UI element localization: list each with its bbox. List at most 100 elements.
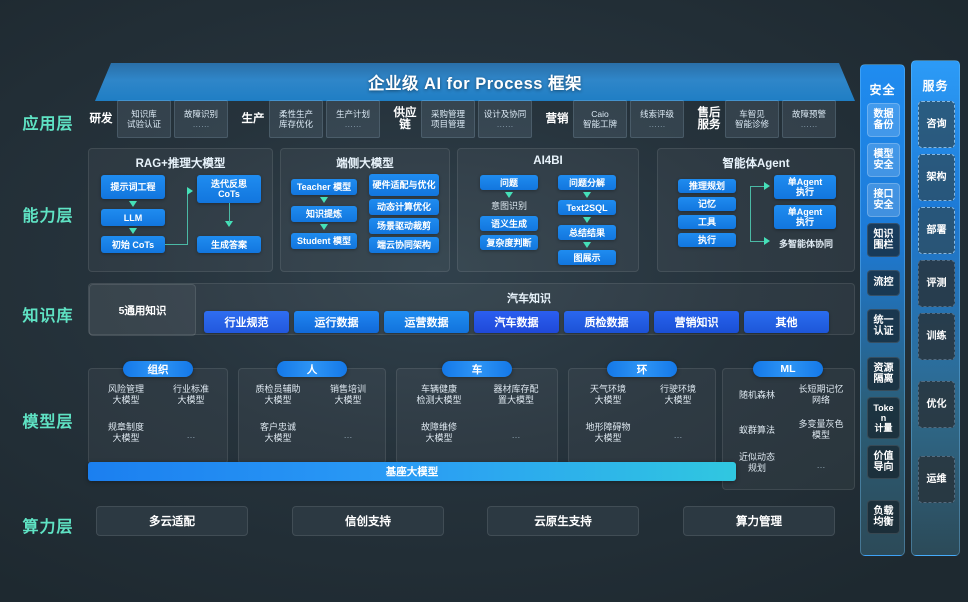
- cap-box-prompt-engineering[interactable]: 提示词工程: [101, 175, 165, 199]
- rail-item-resource-isolation[interactable]: 资源 隔离: [867, 357, 900, 391]
- app-cell[interactable]: 车智见 智能诊修: [725, 100, 779, 138]
- model-cell[interactable]: 长短期记忆 网络: [798, 384, 844, 405]
- app-group-marketing: 营销 Caio 智能工牌 线索评级 ……: [544, 96, 684, 142]
- cap-label-multi-agent-collab: 多智能体协同: [778, 239, 833, 249]
- rail-item-token-metering[interactable]: Toke n 计量: [867, 397, 900, 439]
- cap-box-text2sql[interactable]: Text2SQL: [558, 200, 616, 215]
- cap-box-knowledge-distillation[interactable]: 知识提炼: [291, 206, 357, 222]
- rail-item-load-balancing[interactable]: 负载 均衡: [867, 500, 900, 534]
- app-cell[interactable]: 故障识别 ……: [174, 100, 228, 138]
- compute-button-compute-mgmt[interactable]: 算力管理: [683, 506, 835, 536]
- cap-box-memory[interactable]: 记忆: [678, 197, 736, 211]
- rail-item-optimization[interactable]: 优化: [918, 381, 955, 428]
- app-group-supply-chain: 供应链 采购管理 项目管理 设计及协同 ……: [392, 96, 532, 142]
- layer-label-model: 模型层: [22, 414, 74, 431]
- kb-chip-business-data[interactable]: 运营数据: [384, 311, 469, 333]
- compute-button-xinchuang[interactable]: 信创支持: [292, 506, 444, 536]
- knowledge-general[interactable]: 5通用知识: [89, 284, 196, 336]
- cap-box-semantic-generation[interactable]: 语义生成: [480, 216, 538, 231]
- cap-box-edge-cloud-arch[interactable]: 端云协同架构: [369, 237, 439, 253]
- cap-box-single-agent-exec-2[interactable]: 单Agent 执行: [774, 205, 836, 229]
- compute-button-multicloud[interactable]: 多云适配: [96, 506, 248, 536]
- cap-box-tools[interactable]: 工具: [678, 215, 736, 229]
- app-cell[interactable]: 采购管理 项目管理: [421, 100, 475, 138]
- compute-button-cloudnative[interactable]: 云原生支持: [487, 506, 639, 536]
- service-rail: 服务 咨询 架构 部署 评测 训练 优化 运维: [911, 60, 960, 556]
- cap-box-reasoning-planning[interactable]: 推理规划: [678, 179, 736, 193]
- kb-chip-vehicle-data[interactable]: 汽车数据: [474, 311, 559, 333]
- kb-chip-industry-standard[interactable]: 行业规范: [204, 311, 289, 333]
- rail-item-unified-auth[interactable]: 统一 认证: [867, 309, 900, 343]
- rail-item-operations[interactable]: 运维: [918, 456, 955, 503]
- rail-item-consulting[interactable]: 咨询: [918, 101, 955, 148]
- model-cell[interactable]: 地形障碍物 大模型: [585, 422, 631, 443]
- model-cell[interactable]: 随机森林: [738, 390, 775, 400]
- model-cell[interactable]: 风险管理 大模型: [107, 384, 144, 405]
- app-cell[interactable]: Caio 智能工牌: [573, 100, 627, 138]
- app-cell[interactable]: 故障预警 ……: [782, 100, 836, 138]
- panel-title: 智能体Agent: [722, 158, 790, 170]
- model-cell[interactable]: 故障维修 大模型: [420, 422, 457, 443]
- app-cell-line1: 故障预警: [791, 108, 826, 119]
- cap-box-generate-answer[interactable]: 生成答案: [197, 236, 261, 253]
- base-model-bar[interactable]: 基座大模型: [88, 462, 736, 481]
- model-cell[interactable]: 客户忠诚 大模型: [259, 422, 296, 443]
- cap-box-question[interactable]: 问题: [480, 175, 538, 190]
- app-cell[interactable]: 生产计划 ……: [326, 100, 380, 138]
- cap-box-single-agent-exec-1[interactable]: 单Agent 执行: [774, 175, 836, 199]
- model-pill-people[interactable]: 人: [277, 361, 347, 377]
- rail-item-deployment[interactable]: 部署: [918, 207, 955, 254]
- rail-item-api-security[interactable]: 接口 安全: [867, 183, 900, 217]
- cap-box-scenario-pruning[interactable]: 场景驱动裁剪: [369, 218, 439, 234]
- app-cell[interactable]: 线索评级 ……: [630, 100, 684, 138]
- app-cell[interactable]: 柔性生产 库存优化: [269, 100, 323, 138]
- model-cell[interactable]: 规章制度 大模型: [107, 422, 144, 443]
- cap-box-iterative-cots[interactable]: 迭代反思 CoTs: [197, 175, 261, 203]
- cap-box-llm[interactable]: LLM: [101, 209, 165, 226]
- app-cell[interactable]: 设计及协同 ……: [478, 100, 532, 138]
- rail-item-training[interactable]: 训练: [918, 313, 955, 360]
- panel-title: AI4BI: [533, 155, 563, 167]
- rail-item-value-orientation[interactable]: 价值 导向: [867, 445, 900, 479]
- model-panel-environment: [568, 368, 716, 464]
- cap-box-initial-cots[interactable]: 初始 CoTs: [101, 236, 165, 253]
- kb-chip-operation-data[interactable]: 运行数据: [294, 311, 379, 333]
- kb-chip-marketing-knowledge[interactable]: 营销知识: [654, 311, 739, 333]
- model-cell[interactable]: 销售培训 大模型: [329, 384, 366, 405]
- model-cell[interactable]: 多变量灰色 模型: [798, 419, 844, 440]
- model-pill-vehicle[interactable]: 车: [442, 361, 512, 377]
- model-cell[interactable]: 行驶环境 大模型: [659, 384, 696, 405]
- rail-item-evaluation[interactable]: 评测: [918, 260, 955, 307]
- cap-box-chart-display[interactable]: 图展示: [558, 250, 616, 265]
- model-pill-organization[interactable]: 组织: [123, 361, 193, 377]
- app-cell-line1: 柔性生产: [278, 108, 313, 119]
- rail-item-flow-control[interactable]: 流控: [867, 270, 900, 296]
- rail-item-data-backup[interactable]: 数据 备份: [867, 103, 900, 137]
- model-pill-ml[interactable]: ML: [753, 361, 823, 377]
- model-cell[interactable]: 质检员辅助 大模型: [255, 384, 301, 405]
- model-cell[interactable]: 蚁群算法: [738, 425, 775, 435]
- model-cell[interactable]: 天气环境 大模型: [589, 384, 626, 405]
- kb-chip-qa-data[interactable]: 质检数据: [564, 311, 649, 333]
- capability-panel-ai4bi: AI4BI 问题 意图识别 语义生成 复杂度判断 问题分解 Text2SQL 总…: [457, 148, 639, 272]
- app-cell-line1: 知识库: [131, 108, 157, 119]
- cap-box-complexity-judgment[interactable]: 复杂度判断: [480, 235, 538, 250]
- cap-box-dynamic-compute-opt[interactable]: 动态计算优化: [369, 199, 439, 215]
- rail-item-model-security[interactable]: 模型 安全: [867, 143, 900, 177]
- model-cell[interactable]: 近似动态 规划: [738, 452, 775, 473]
- cap-box-teacher-model[interactable]: Teacher 模型: [291, 179, 357, 195]
- model-pill-environment[interactable]: 环: [607, 361, 677, 377]
- cap-box-hardware-adaptation[interactable]: 硬件适配与优化: [369, 174, 439, 196]
- cap-box-summary-result[interactable]: 总结结果: [558, 225, 616, 240]
- model-cell[interactable]: 器材库存配 置大模型: [493, 384, 539, 405]
- rail-item-architecture[interactable]: 架构: [918, 154, 955, 201]
- app-cell[interactable]: 知识库 试验认证: [117, 100, 171, 138]
- model-cell-more: …: [816, 460, 826, 470]
- cap-box-execution[interactable]: 执行: [678, 233, 736, 247]
- rail-item-knowledge-fence[interactable]: 知识 围栏: [867, 223, 900, 257]
- cap-box-student-model[interactable]: Student 模型: [291, 233, 357, 249]
- model-cell[interactable]: 车辆健康 检测大模型: [416, 384, 462, 405]
- model-cell[interactable]: 行业标准 大模型: [172, 384, 209, 405]
- kb-chip-others[interactable]: 其他: [744, 311, 829, 333]
- cap-box-question-decomposition[interactable]: 问题分解: [558, 175, 616, 190]
